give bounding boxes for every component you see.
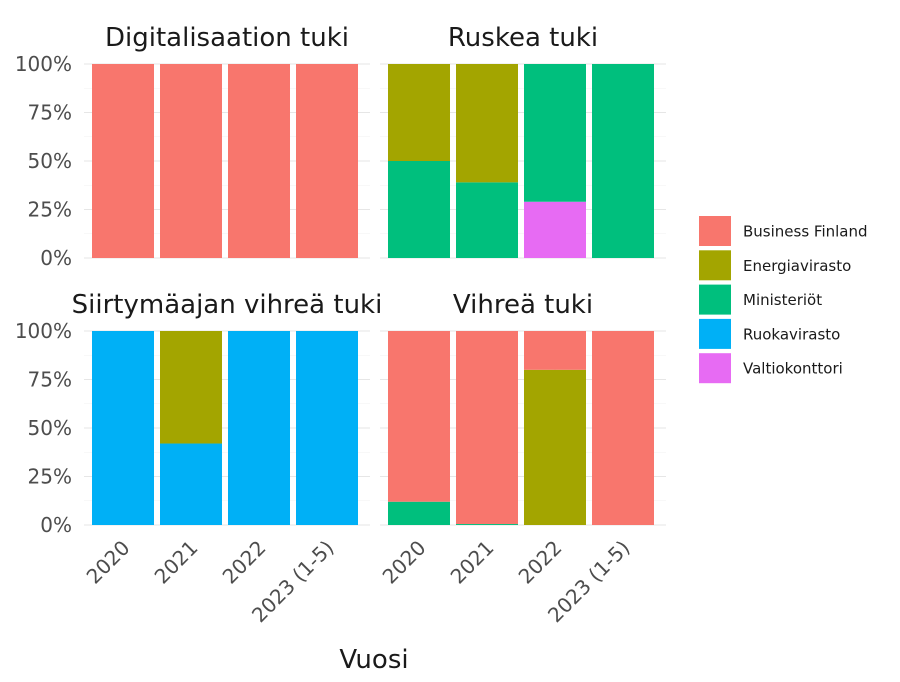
bar-segment-ruokavirasto-2020 — [92, 331, 154, 525]
panel-title: Vihreä tuki — [453, 290, 593, 320]
legend-label: Ruokavirasto — [743, 325, 840, 343]
legend-label: Ministeriöt — [743, 291, 822, 309]
bar-segment-business-finland-2020 — [388, 331, 450, 502]
legend-label: Energiavirasto — [743, 257, 851, 275]
bar-segment-business-finland-2021 — [456, 331, 518, 525]
legend-item-energiavirasto: Energiavirasto — [699, 250, 851, 281]
panel-title: Siirtymäajan vihreä tuki — [72, 290, 383, 320]
bar-segment-business-finland-2020 — [92, 64, 154, 258]
x-axis-title-group: Vuosi — [339, 645, 408, 675]
y-tick-label: 0% — [40, 513, 72, 537]
legend-item-valtiokonttori: Valtiokonttori — [699, 353, 843, 384]
chart-panels: Digitalisaation tuki 0% 25% 50% 75% 100% Ruske… — [15, 23, 666, 627]
bar-segment-ruokavirasto-2021 — [160, 443, 222, 525]
y-tick-label: 50% — [28, 416, 72, 440]
y-tick-label: 75% — [28, 368, 72, 392]
panel-siirtymaajan-vihrea-tuki: Siirtymäajan vihreä tuki 0% 25% 50% 75% 100% 2… — [15, 290, 383, 627]
x-tick-label: 2020 — [378, 536, 431, 589]
bar-segment-energiavirasto-2021 — [456, 64, 518, 183]
panel-title: Ruskea tuki — [448, 23, 598, 53]
bar-segment-ministeriot-2023-1-5 — [592, 64, 654, 258]
x-tick-label: 2021 — [446, 536, 499, 589]
panel-title: Digitalisaation tuki — [105, 23, 349, 53]
legend-label: Valtiokonttori — [743, 360, 843, 378]
bar-segment-ministeriot-2022 — [524, 64, 586, 202]
legend-key — [699, 250, 731, 281]
bar-segment-ministeriot-2021 — [456, 524, 518, 525]
bar-segment-energiavirasto-2021 — [160, 331, 222, 444]
bar-segment-ministeriot-2020 — [388, 501, 450, 525]
bar-segment-business-finland-2021 — [160, 64, 222, 258]
legend-key — [699, 318, 731, 349]
bar-segment-ministeriot-2021 — [456, 182, 518, 258]
legend: Business Finland Energiavirasto Ministeriö… — [699, 216, 868, 384]
bar-segment-ruokavirasto-2023-1-5 — [296, 331, 358, 525]
y-tick-label: 75% — [28, 101, 72, 125]
legend-item-ministeriot: Ministeriöt — [699, 284, 822, 315]
bar-segment-energiavirasto-2020 — [388, 64, 450, 161]
legend-key — [699, 216, 731, 246]
bar-segment-energiavirasto-2022 — [524, 369, 586, 525]
y-tick-label: 25% — [28, 465, 72, 489]
legend-label: Business Finland — [743, 223, 868, 241]
x-tick-label: 2021 — [150, 536, 203, 589]
legend-item-ruokavirasto: Ruokavirasto — [699, 318, 840, 349]
legend-key — [699, 284, 731, 315]
panel-ruskea-tuki: Ruskea tuki — [380, 23, 666, 259]
bar-segment-business-finland-2023-1-5 — [296, 64, 358, 258]
bar-segment-ruokavirasto-2022 — [228, 331, 290, 525]
y-tick-label: 0% — [40, 246, 72, 270]
legend-key — [699, 353, 731, 384]
x-axis-title: Vuosi — [339, 645, 408, 675]
y-tick-label: 100% — [15, 319, 72, 343]
y-tick-label: 100% — [15, 52, 72, 76]
bar-segment-ministeriot-2020 — [388, 161, 450, 258]
x-tick-label: 2022 — [218, 536, 271, 589]
bar-segment-business-finland-2022 — [524, 331, 586, 370]
x-tick-label: 2020 — [82, 536, 135, 589]
y-tick-label: 50% — [28, 149, 72, 173]
bar-segment-valtiokonttori-2022 — [524, 201, 586, 258]
y-tick-label: 25% — [28, 198, 72, 222]
x-tick-label: 2022 — [514, 536, 567, 589]
bar-segment-business-finland-2022 — [228, 64, 290, 258]
panel-digitalisaation-tuki: Digitalisaation tuki 0% 25% 50% 75% 100% — [15, 23, 370, 270]
bar-segment-business-finland-2023-1-5 — [592, 331, 654, 525]
legend-item-business-finland: Business Finland — [699, 216, 868, 246]
